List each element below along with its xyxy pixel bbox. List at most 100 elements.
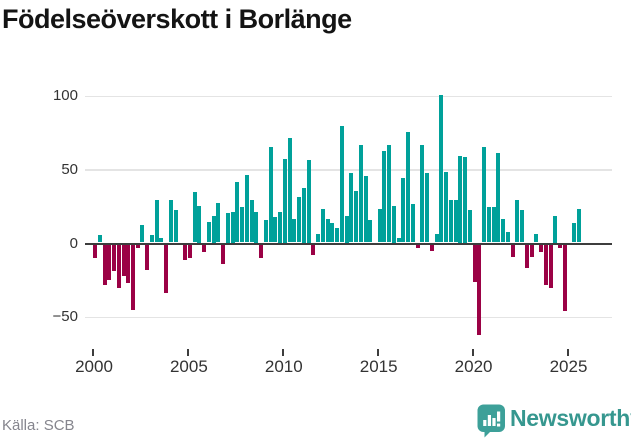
- bar: [472, 244, 477, 282]
- bar: [439, 95, 444, 243]
- bar: [206, 221, 211, 243]
- x-tick: [186, 349, 189, 356]
- bar: [135, 244, 140, 248]
- bar: [164, 244, 169, 294]
- bar: [249, 199, 254, 243]
- bar: [168, 199, 173, 243]
- bar: [112, 244, 116, 272]
- bar: [505, 232, 510, 243]
- bar: [254, 211, 259, 243]
- bar: [225, 213, 230, 243]
- bar: [330, 223, 335, 243]
- bar: [363, 176, 368, 243]
- bar: [311, 244, 316, 256]
- bar: [292, 218, 297, 243]
- bar: [444, 171, 449, 243]
- bar: [406, 131, 411, 243]
- bar: [263, 220, 268, 243]
- bar: [534, 233, 539, 243]
- bar: [131, 244, 135, 310]
- bar: [344, 216, 349, 243]
- bar: [235, 182, 240, 243]
- bar: [154, 199, 159, 243]
- bar: [463, 157, 468, 243]
- bar: [453, 199, 458, 243]
- gridline: [85, 169, 612, 171]
- bar: [121, 244, 126, 276]
- bar: [287, 137, 292, 243]
- bar: [510, 244, 515, 257]
- gridline: [85, 95, 612, 98]
- x-tick: [376, 349, 379, 356]
- bar: [268, 146, 273, 243]
- x-tick-label: 2025: [549, 357, 588, 376]
- x-tick: [471, 349, 474, 356]
- bar: [240, 207, 245, 243]
- bar: [410, 204, 415, 243]
- bar: [358, 145, 363, 243]
- bar: [539, 244, 543, 253]
- bar: [197, 205, 202, 243]
- bar: [187, 244, 192, 259]
- x-tick: [92, 349, 94, 356]
- bar: [572, 223, 577, 243]
- bar: [297, 196, 301, 243]
- bar: [482, 146, 487, 243]
- bar: [259, 244, 264, 259]
- x-axis-line: [85, 242, 612, 245]
- bar: [429, 244, 434, 251]
- bar: [387, 145, 392, 243]
- bar: [391, 205, 396, 243]
- bar: [368, 220, 373, 243]
- bar: [377, 208, 382, 243]
- bar: [477, 244, 482, 335]
- bar: [211, 216, 216, 243]
- bar: [339, 126, 344, 243]
- bar: [301, 188, 306, 243]
- bar: [173, 210, 178, 243]
- bar: [159, 238, 164, 243]
- bar: [97, 235, 102, 243]
- bar: [278, 211, 283, 243]
- x-tick-label: 2005: [169, 357, 208, 376]
- bar: [320, 208, 325, 243]
- y-axis-label: 50: [61, 161, 78, 178]
- x-tick-label: 2020: [454, 357, 493, 376]
- bar: [316, 233, 320, 243]
- bar: [183, 244, 188, 260]
- bar: [496, 152, 501, 243]
- bar: [467, 210, 472, 243]
- bar: [216, 202, 221, 243]
- bar: [230, 211, 235, 243]
- bar: [382, 151, 387, 243]
- bar: [553, 216, 558, 243]
- bar: [415, 244, 420, 248]
- x-tick-label: 2015: [359, 357, 398, 376]
- bar: [396, 238, 401, 243]
- x-tick-label: 2010: [264, 357, 303, 376]
- bar: [486, 207, 491, 243]
- y-axis-label: 0: [69, 234, 78, 252]
- bar: [543, 244, 548, 285]
- bar: [529, 244, 534, 257]
- newsworthy-logo[interactable]: Newsworthy: [477, 403, 631, 438]
- bar: [354, 190, 358, 243]
- brand-text: Newsworthy: [510, 405, 631, 431]
- bar: [273, 217, 278, 243]
- bar: [107, 244, 112, 281]
- y-axis-label: 100: [52, 87, 78, 105]
- bar: [501, 218, 506, 243]
- source-note: Källa: SCB: [2, 417, 75, 434]
- bar: [524, 244, 529, 269]
- newsworthy-icon: [477, 404, 505, 438]
- bar: [558, 244, 562, 248]
- chart-title: Födelseöverskott i Borlänge: [2, 4, 352, 34]
- bar: [149, 235, 154, 243]
- y-axis-label: −50: [52, 308, 78, 326]
- bar: [420, 145, 425, 243]
- bar: [192, 192, 197, 243]
- bar: [102, 244, 107, 285]
- bar: [458, 155, 463, 243]
- bar: [325, 218, 330, 243]
